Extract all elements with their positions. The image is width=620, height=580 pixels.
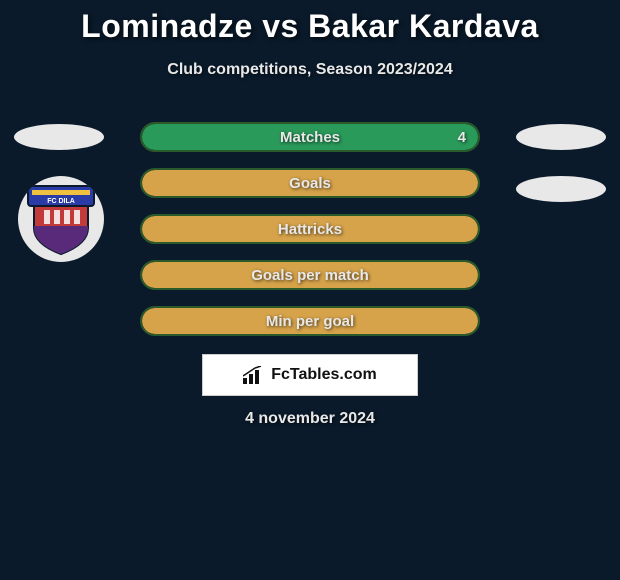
fctables-logo-text: FcTables.com [271,366,377,384]
fctables-logo[interactable]: FcTables.com [202,354,418,396]
team-badge-svg: FC DILA [24,182,98,256]
team-badge: FC DILA [18,176,104,262]
stat-bar-matches: Matches 4 [140,122,480,152]
stat-bar-hattricks: Hattricks [140,214,480,244]
badge-text: FC DILA [47,198,75,205]
bar-chart-icon [243,366,265,384]
right-pill-2 [516,176,606,202]
stat-bar-label: Goals [142,170,478,196]
page-title: Lominadze vs Bakar Kardava [0,0,620,45]
stat-bar-min-per-goal: Min per goal [140,306,480,336]
stat-bar-label: Hattricks [142,216,478,242]
stat-bar-label: Min per goal [142,308,478,334]
left-pill-1 [14,124,104,150]
stat-bar-value: 4 [458,124,466,150]
page-subtitle: Club competitions, Season 2023/2024 [0,61,620,79]
stat-bar-goals-per-match: Goals per match [140,260,480,290]
stat-bar-goals: Goals [140,168,480,198]
footer-date: 4 november 2024 [0,410,620,428]
stat-bar-label: Matches [142,124,478,150]
stat-bar-label: Goals per match [142,262,478,288]
right-pill-1 [516,124,606,150]
stat-bars: Matches 4 Goals Hattricks Goals per matc… [140,122,480,352]
